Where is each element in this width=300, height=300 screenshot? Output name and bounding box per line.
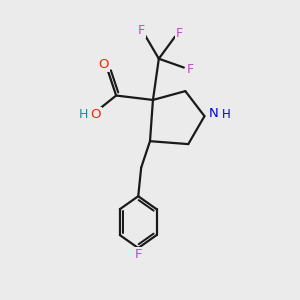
Text: O: O bbox=[98, 58, 109, 71]
Text: N: N bbox=[209, 107, 219, 120]
Text: F: F bbox=[138, 24, 145, 37]
Text: H: H bbox=[222, 109, 231, 122]
Text: O: O bbox=[91, 108, 101, 121]
Text: F: F bbox=[176, 27, 183, 40]
Text: F: F bbox=[134, 248, 142, 261]
Text: F: F bbox=[187, 62, 194, 76]
Text: H: H bbox=[79, 108, 88, 121]
